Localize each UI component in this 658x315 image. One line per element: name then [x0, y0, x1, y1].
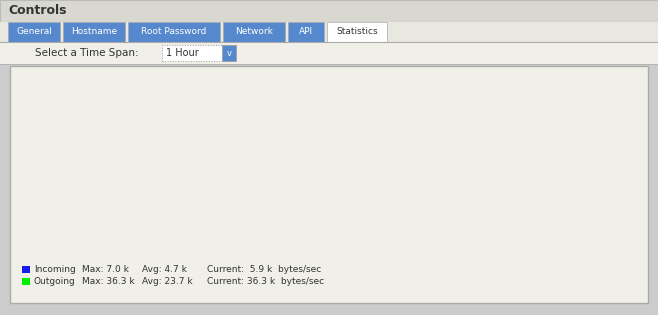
Text: Current: 36.3 k  bytes/sec: Current: 36.3 k bytes/sec — [207, 277, 324, 286]
Text: Select a Time Span:: Select a Time Span: — [35, 48, 139, 58]
Bar — [0, 0, 658, 22]
Text: PROTOCOL: TCP/UDP: PROTOCOL: TCP/UDP — [636, 144, 640, 209]
Text: Network: Network — [235, 27, 273, 37]
Text: Outgoing: Outgoing — [34, 277, 76, 286]
Text: Statistics: Statistics — [336, 27, 378, 37]
Text: Root Password: Root Password — [141, 27, 207, 37]
Bar — [10, 66, 648, 303]
Bar — [327, 22, 387, 42]
Text: Max: 36.3 k: Max: 36.3 k — [82, 277, 135, 286]
Text: Current:  5.9 k  bytes/sec: Current: 5.9 k bytes/sec — [207, 265, 321, 274]
Bar — [223, 22, 285, 42]
Bar — [8, 22, 60, 42]
Text: v: v — [226, 49, 232, 58]
Title: Traffic | 2014/01/28 22:44PM > 2014/01/28 23:44PM: Traffic | 2014/01/28 22:44PM > 2014/01/2… — [204, 76, 478, 86]
Bar — [288, 22, 324, 42]
Text: 1 Hour: 1 Hour — [166, 48, 199, 58]
Y-axis label: bytes/sec: bytes/sec — [16, 153, 26, 200]
Bar — [128, 22, 220, 42]
Bar — [22, 278, 30, 285]
Text: Hostname: Hostname — [71, 27, 117, 37]
Text: Controls: Controls — [8, 4, 66, 18]
Bar — [63, 22, 125, 42]
Text: Max: 7.0 k: Max: 7.0 k — [82, 265, 129, 274]
Bar — [162, 45, 234, 61]
Bar — [222, 45, 236, 61]
Text: Avg: 23.7 k: Avg: 23.7 k — [142, 277, 193, 286]
Text: API: API — [299, 27, 313, 37]
Text: General: General — [16, 27, 52, 37]
Text: Incoming: Incoming — [34, 265, 76, 274]
Bar — [0, 42, 658, 64]
Bar — [0, 22, 658, 42]
Bar — [22, 266, 30, 273]
Text: Avg: 4.7 k: Avg: 4.7 k — [142, 265, 187, 274]
